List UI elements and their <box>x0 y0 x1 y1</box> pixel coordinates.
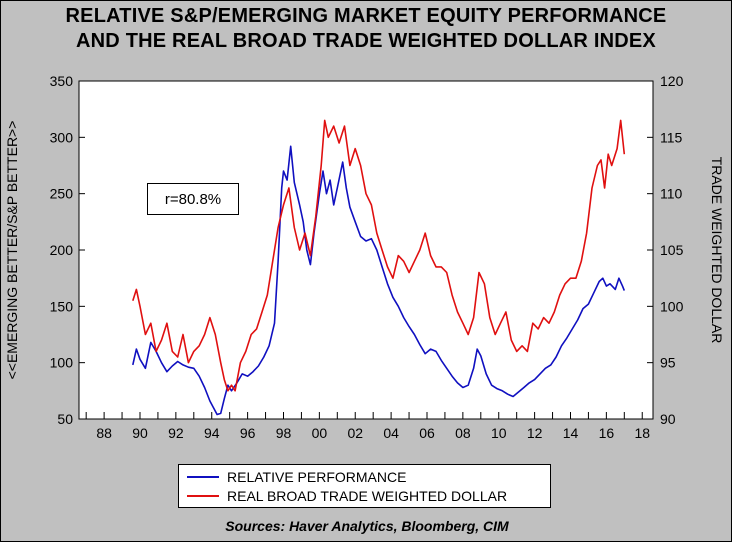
x-tick-label: 02 <box>347 425 363 441</box>
left-tick-label: 300 <box>50 129 74 145</box>
plot-area <box>78 80 654 420</box>
series-lines <box>132 119 626 416</box>
x-tick-label: 98 <box>276 425 292 441</box>
x-tick-label: 96 <box>240 425 256 441</box>
legend-swatch-relative <box>187 476 219 478</box>
right-tick-label: 110 <box>660 186 683 202</box>
left-axis-label: <<EMERGING BETTER/S&P BETTER>> <box>4 121 20 380</box>
left-tick-label: 200 <box>50 242 74 258</box>
x-tick-label: 14 <box>563 425 579 441</box>
right-tick-label: 100 <box>660 298 684 314</box>
x-tick-label: 04 <box>383 425 399 441</box>
left-tick-label: 100 <box>50 355 74 371</box>
left-tick-label: 250 <box>50 186 74 202</box>
right-axis: 90 95 100 105 110 115 120 <box>647 73 684 427</box>
x-tick-label: 18 <box>634 425 650 441</box>
x-tick-label: 90 <box>132 425 148 441</box>
x-tick-label: 06 <box>419 425 435 441</box>
right-tick-label: 105 <box>660 242 684 258</box>
legend-label-relative: RELATIVE PERFORMANCE <box>227 469 407 485</box>
legend-swatch-dollar <box>187 495 219 497</box>
x-tick-label: 08 <box>455 425 471 441</box>
right-tick-label: 95 <box>660 355 676 371</box>
legend-label-dollar: REAL BROAD TRADE WEIGHTED DOLLAR <box>227 488 508 504</box>
source-note: Sources: Haver Analytics, Bloomberg, CIM <box>225 518 509 534</box>
x-tick-label: 16 <box>599 425 615 441</box>
left-tick-label: 350 <box>50 73 74 89</box>
right-axis-label: TRADE WEIGHTED DOLLAR <box>709 157 725 344</box>
left-tick-label: 50 <box>57 411 73 427</box>
right-tick-label: 115 <box>660 129 683 145</box>
legend-item-dollar: REAL BROAD TRADE WEIGHTED DOLLAR <box>179 487 507 505</box>
x-tick-label: 10 <box>491 425 507 441</box>
chart-title: RELATIVE S&P/EMERGING MARKET EQUITY PERF… <box>65 5 667 27</box>
correlation-annotation: r=80.8% <box>147 183 239 215</box>
right-tick-label: 90 <box>660 411 676 427</box>
left-tick-label: 150 <box>50 298 74 314</box>
left-axis: 50 100 150 200 250 300 350 <box>50 73 85 427</box>
x-tick-label: 88 <box>96 425 112 441</box>
legend: RELATIVE PERFORMANCE REAL BROAD TRADE WE… <box>178 464 551 508</box>
series-line-relative-performance <box>132 145 626 416</box>
x-tick-label: 94 <box>204 425 220 441</box>
legend-item-relative: RELATIVE PERFORMANCE <box>179 468 406 486</box>
series-line-trade-weighted-dollar <box>132 119 626 392</box>
x-tick-label: 92 <box>168 425 184 441</box>
x-tick-label: 12 <box>527 425 543 441</box>
chart-subtitle: AND THE REAL BROAD TRADE WEIGHTED DOLLAR… <box>76 30 656 52</box>
x-axis: 88 90 92 94 96 98 00 02 04 06 08 10 12 14 16 18 <box>85 412 650 441</box>
right-tick-label: 120 <box>660 73 684 89</box>
x-tick-label: 00 <box>312 425 328 441</box>
